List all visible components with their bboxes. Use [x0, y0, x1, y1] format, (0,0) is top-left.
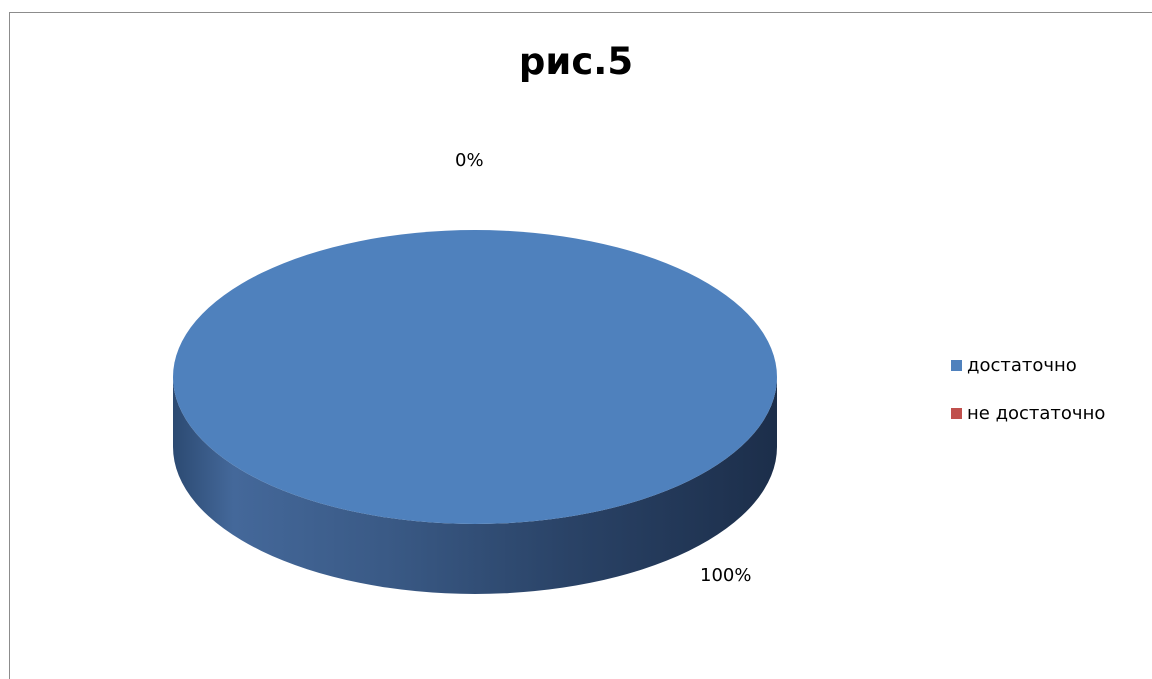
legend-swatch-ne-dostatochno [951, 407, 962, 419]
data-label-dostatochno: 100% [700, 565, 751, 586]
legend-label-dostatochno: достаточно [967, 354, 1077, 376]
legend-item-dostatochno: достаточно [951, 352, 1105, 378]
legend: достаточно не достаточно [951, 352, 1105, 448]
legend-item-ne-dostatochno: не достаточно [951, 400, 1105, 426]
pie-slice-dostatochno [173, 230, 777, 524]
legend-swatch-dostatochno [951, 359, 962, 371]
legend-label-ne-dostatochno: не достаточно [967, 402, 1106, 424]
chart-title: рис.5 [518, 40, 634, 83]
pie-slices [173, 230, 777, 594]
data-label-ne-dostatochno: 0% [455, 150, 484, 171]
pie-slice-side-dostatochno [173, 377, 777, 594]
